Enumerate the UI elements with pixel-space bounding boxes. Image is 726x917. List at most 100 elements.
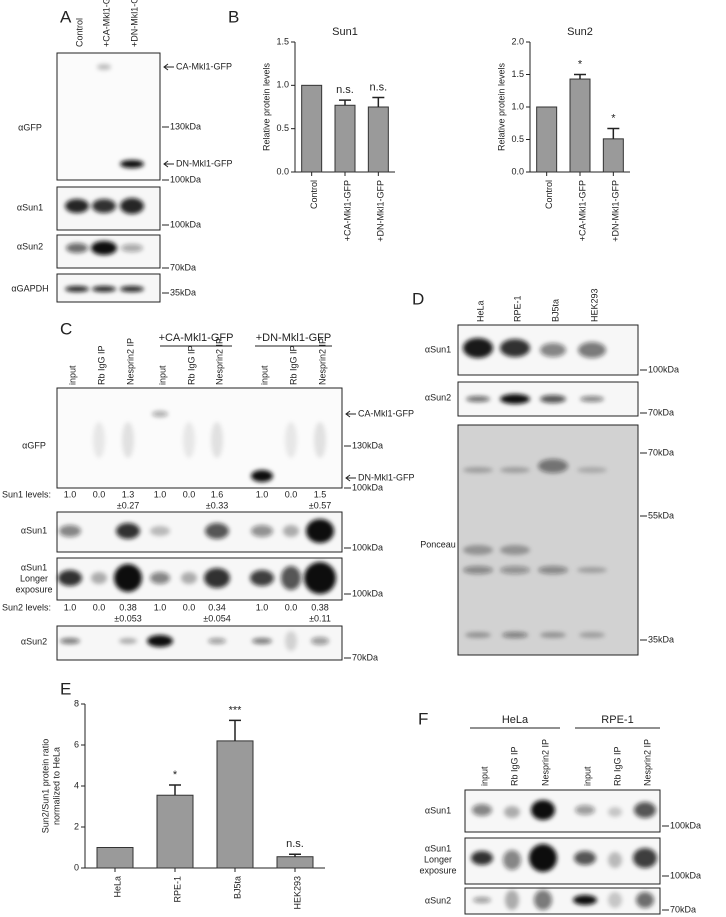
- band: [579, 632, 605, 638]
- y-axis-label: Sun2/Sun1 protein ratio: [40, 739, 50, 834]
- band: [119, 638, 137, 644]
- level-value: 1.0: [64, 602, 77, 612]
- level-value: 1.5: [314, 489, 327, 499]
- band: [538, 459, 568, 473]
- band: [636, 892, 654, 908]
- lane-label: +DN-Mkl1-GFP: [129, 0, 139, 47]
- band: [500, 566, 530, 574]
- y-tick-label: 1.0: [276, 80, 289, 90]
- band: [250, 570, 274, 586]
- marker-label: DN-Mkl1-GFP: [176, 158, 233, 168]
- band: [574, 851, 596, 865]
- band: [540, 343, 566, 357]
- band: [120, 286, 144, 292]
- bands: [466, 394, 604, 404]
- band: [91, 241, 117, 255]
- level-sd: ±0.054: [203, 613, 230, 623]
- lane-label: Nesprin2 IP: [214, 338, 224, 385]
- lane-label: input: [157, 365, 167, 385]
- annotation: *: [578, 58, 583, 70]
- marker-label: 70kDa: [648, 447, 674, 457]
- level-label: Sun1 levels:: [2, 489, 51, 499]
- band: [500, 339, 530, 357]
- lane-label: Control: [74, 18, 84, 47]
- x-tick-label: +CA-Mkl1-GFP: [342, 180, 352, 241]
- band: [500, 394, 530, 404]
- band: [463, 545, 493, 555]
- arrow: [345, 474, 356, 482]
- band: [60, 638, 80, 644]
- y-tick-label: 1.0: [511, 101, 524, 111]
- blot-label: αGAPDH: [11, 283, 48, 293]
- y-axis-label: Relative protein levels: [496, 62, 506, 151]
- y-tick-label: 0.0: [511, 166, 524, 176]
- lane-label: RPE-1: [512, 295, 522, 322]
- group-label: RPE-1: [601, 714, 633, 726]
- band: [92, 286, 116, 292]
- error-bar: [169, 784, 181, 796]
- band: [473, 897, 491, 903]
- level-value: 1.0: [256, 602, 269, 612]
- bands: [473, 890, 654, 910]
- band: [211, 422, 223, 458]
- y-tick-label: 1.5: [276, 36, 289, 46]
- marker-label: 70kDa: [670, 904, 696, 914]
- blot-label: Longer: [424, 854, 452, 864]
- blot: [56, 511, 343, 553]
- bar: [216, 740, 254, 869]
- annotation: n.s.: [336, 84, 354, 96]
- band: [65, 199, 89, 213]
- level-value: 0.34: [208, 602, 226, 612]
- marker-label: 100kDa: [670, 820, 701, 830]
- band: [251, 470, 273, 482]
- bands: [66, 241, 143, 255]
- band: [500, 545, 530, 555]
- band: [114, 564, 142, 592]
- bar: [301, 84, 323, 173]
- band: [463, 566, 493, 574]
- band: [534, 890, 552, 910]
- blot-label: exposure: [15, 584, 52, 594]
- lane-label: input: [259, 365, 269, 385]
- band: [58, 570, 82, 586]
- level-value: 1.0: [64, 489, 77, 499]
- error-bar: [372, 96, 385, 107]
- blot-label: αSun2: [425, 895, 451, 905]
- band: [505, 890, 519, 910]
- y-tick-label: 6: [74, 739, 79, 749]
- blot-label: αSun2: [425, 392, 451, 402]
- band: [122, 422, 134, 458]
- blot-label: αSun1: [17, 202, 43, 212]
- level-sd: ±0.11: [309, 613, 331, 623]
- marker-label: 35kDa: [648, 634, 674, 644]
- band: [281, 566, 301, 590]
- band: [121, 244, 143, 252]
- band: [283, 525, 299, 537]
- band: [538, 566, 568, 574]
- bands: [463, 338, 606, 358]
- panel-letter: C: [60, 319, 72, 338]
- bands: [60, 631, 329, 651]
- error-bar: [289, 853, 301, 857]
- lane-label: input: [67, 365, 77, 385]
- annotation: n.s.: [286, 838, 304, 850]
- marker-label: 130kDa: [352, 440, 383, 450]
- group-label: +DN-Mkl1-GFP: [256, 332, 331, 344]
- lane-label: Nesprin2 IP: [642, 739, 652, 786]
- bands: [463, 459, 607, 638]
- band: [251, 525, 273, 537]
- band: [204, 568, 230, 588]
- annotation: n.s.: [369, 81, 387, 93]
- level-value: 0.0: [93, 602, 106, 612]
- blot-label: exposure: [419, 865, 456, 875]
- blot-label: Longer: [20, 573, 48, 583]
- blot: [464, 789, 661, 833]
- bar: [569, 78, 591, 173]
- level-sd: ±0.33: [206, 500, 228, 510]
- bands: [59, 519, 334, 543]
- blot-label: αSun1: [425, 344, 451, 354]
- y-tick-label: 1.5: [511, 69, 524, 79]
- lane-label: Rb IgG IP: [612, 746, 622, 786]
- band: [311, 637, 329, 645]
- band: [500, 467, 530, 473]
